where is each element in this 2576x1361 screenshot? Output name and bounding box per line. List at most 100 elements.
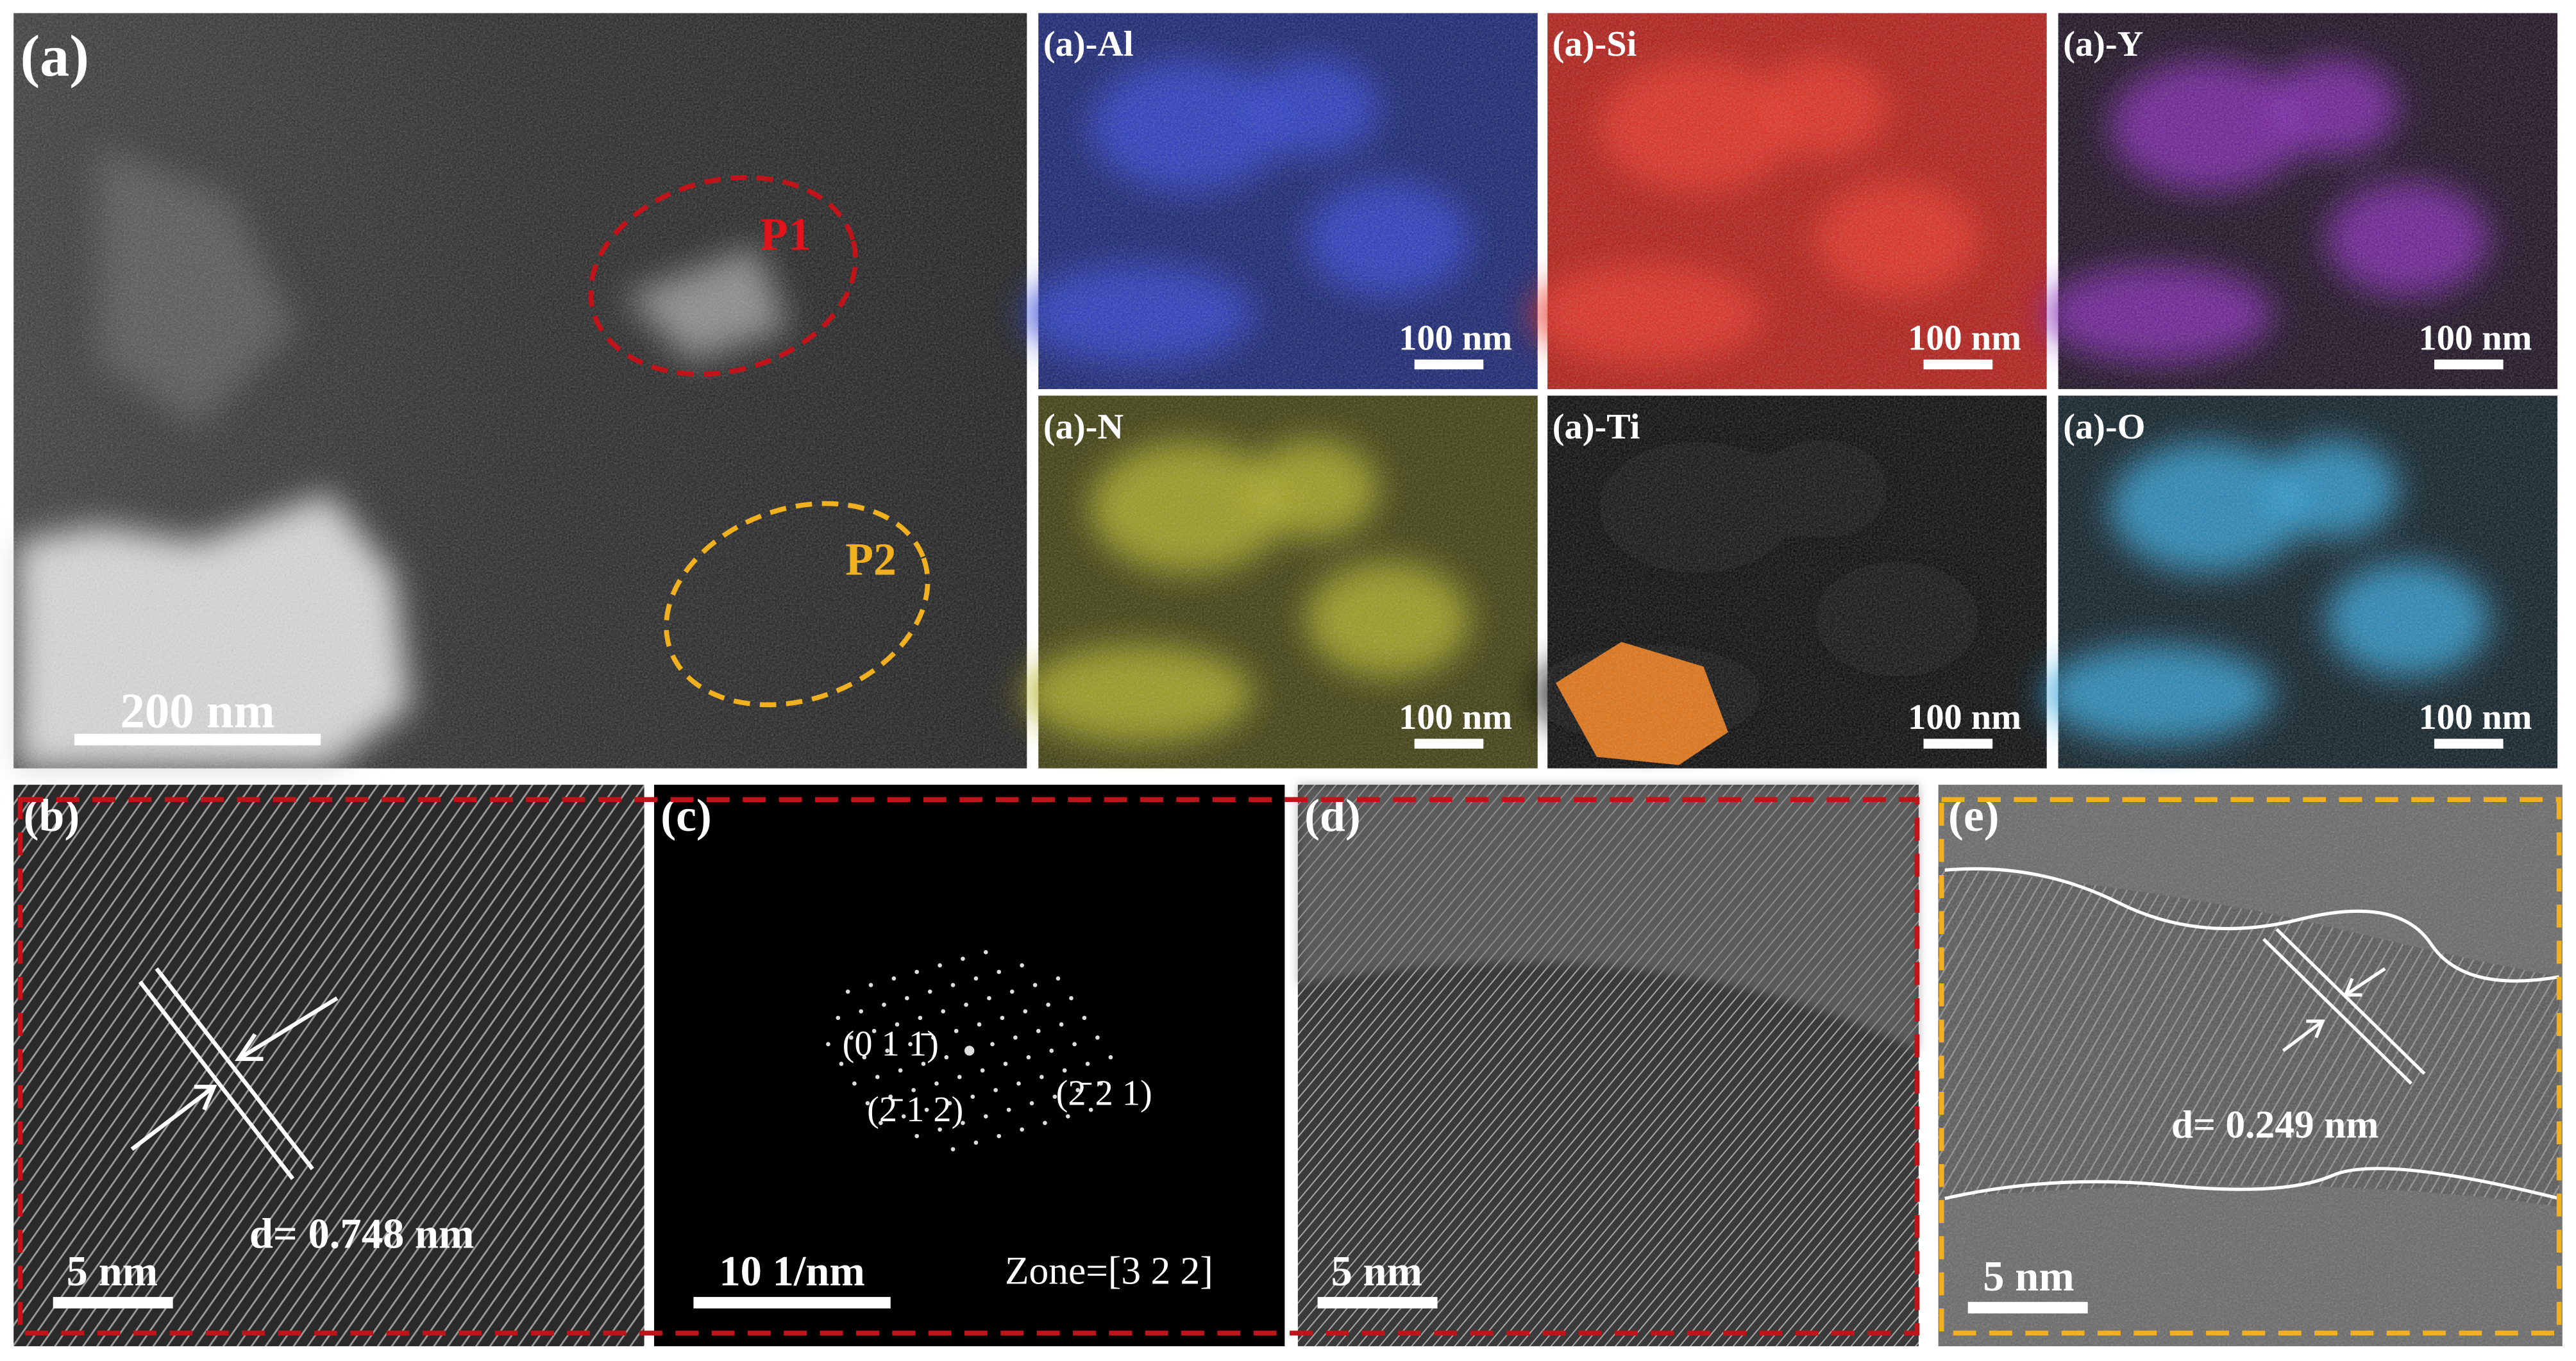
scale-bar	[2434, 739, 2504, 749]
spot	[891, 976, 897, 981]
region-label: P1	[760, 208, 811, 260]
spacing-label: d= 0.748 nm	[249, 1210, 475, 1257]
scale-bar-label: 100 nm	[2419, 697, 2532, 737]
spot	[924, 1107, 929, 1112]
panel-label: (a)	[20, 23, 89, 88]
eds-map: (a)-Si 100 nm	[1532, 13, 2047, 389]
spot	[1062, 1068, 1067, 1073]
scale-bar	[74, 733, 321, 746]
scale-bar	[1414, 739, 1484, 749]
spot-label: (2̄ 2 1)	[1056, 1073, 1152, 1113]
spot	[1013, 1035, 1018, 1040]
spot	[1085, 1062, 1090, 1066]
spot	[1069, 996, 1073, 1001]
spot	[1052, 1094, 1057, 1099]
spot	[973, 1140, 979, 1145]
spot	[1108, 1055, 1113, 1060]
scale-bar-label: 5 nm	[1331, 1248, 1422, 1295]
spot-label: (0 1 1̄)	[843, 1024, 939, 1064]
spot	[895, 1022, 900, 1027]
scale-bar-label: 5 nm	[1983, 1253, 2074, 1300]
scale-bar-label: 10 1/nm	[719, 1248, 864, 1295]
zone-label: Zone=[3 2 2]	[1005, 1249, 1213, 1293]
spot	[1088, 1107, 1093, 1112]
spot	[944, 1055, 949, 1060]
spot	[839, 1062, 844, 1066]
spot	[1029, 1101, 1034, 1106]
spot	[947, 1101, 952, 1106]
eds-map: (a)-Ti 100 nm	[1532, 396, 2047, 769]
spot	[826, 1042, 830, 1047]
spot	[964, 1002, 968, 1007]
spot	[848, 1035, 854, 1040]
eds-map: (a)-Y 100 nm	[2043, 13, 2558, 389]
scale-bar-label: 100 nm	[1399, 697, 1512, 737]
spot	[938, 963, 942, 968]
panel-e: d= 0.249 nm 5 nm (e)	[1938, 785, 2563, 1346]
texture	[2058, 13, 2558, 389]
spot	[1032, 983, 1038, 987]
spot	[1059, 1022, 1064, 1027]
spot	[1036, 1028, 1041, 1033]
spot	[852, 1081, 857, 1086]
texture	[1938, 785, 2563, 1346]
spot	[1082, 1015, 1087, 1021]
spot	[1016, 1081, 1021, 1086]
spot	[911, 1088, 916, 1092]
map-label: (a)-Si	[1553, 24, 1637, 64]
spot	[836, 1015, 841, 1021]
spot	[845, 989, 850, 994]
scale-bar	[1414, 359, 1484, 370]
map-label: (a)-O	[2063, 407, 2145, 447]
scale-bar	[1967, 1301, 2088, 1314]
map-label: (a)-Al	[1043, 24, 1134, 64]
scale-bar	[1317, 1297, 1438, 1309]
panel-a: P1 P2 (a) 200 nm	[13, 13, 1027, 769]
texture	[1038, 13, 1538, 389]
eds-map: (a)-Al 100 nm	[1023, 13, 1538, 389]
spot	[934, 1081, 939, 1086]
hrtem-image	[13, 785, 644, 1346]
spot	[977, 1022, 982, 1027]
spot	[1072, 1042, 1077, 1047]
scale-bar	[1923, 359, 1993, 370]
spot	[961, 1121, 965, 1125]
scale-bar	[1923, 739, 1993, 749]
spot	[1023, 1009, 1028, 1014]
spot	[914, 1133, 920, 1139]
spot	[1006, 1107, 1011, 1112]
eds-map: (a)-N 100 nm	[1023, 396, 1538, 769]
spot	[983, 1114, 988, 1119]
spot	[918, 1015, 923, 1021]
spot	[931, 1035, 936, 1040]
spot	[973, 976, 979, 981]
spot	[885, 1048, 889, 1053]
scale-bar-label: 200 nm	[120, 683, 274, 738]
spot	[898, 1068, 903, 1073]
spot	[914, 969, 920, 974]
region-p2	[664, 501, 930, 708]
region-p2-frame	[1939, 797, 2562, 1336]
spot	[882, 1002, 886, 1007]
map-label: (a)-N	[1043, 407, 1124, 447]
spot	[1009, 989, 1014, 994]
spot-label: (2̄ 1 2)	[867, 1090, 963, 1130]
spot	[983, 950, 988, 955]
spot	[1075, 1088, 1081, 1092]
spot	[1099, 1081, 1103, 1086]
spot	[888, 1094, 893, 1099]
spot	[1049, 1048, 1054, 1053]
spot	[901, 1114, 906, 1119]
scale-bar-label: 100 nm	[1399, 318, 1512, 358]
interface-lines	[1944, 867, 2560, 1200]
spot	[1095, 1035, 1100, 1040]
spot	[865, 1101, 870, 1106]
region-p1-frame	[17, 797, 1920, 1336]
spot	[964, 1046, 975, 1056]
spot	[1020, 963, 1024, 968]
spot	[941, 1009, 946, 1014]
spot	[961, 956, 965, 961]
spot	[990, 1042, 995, 1047]
